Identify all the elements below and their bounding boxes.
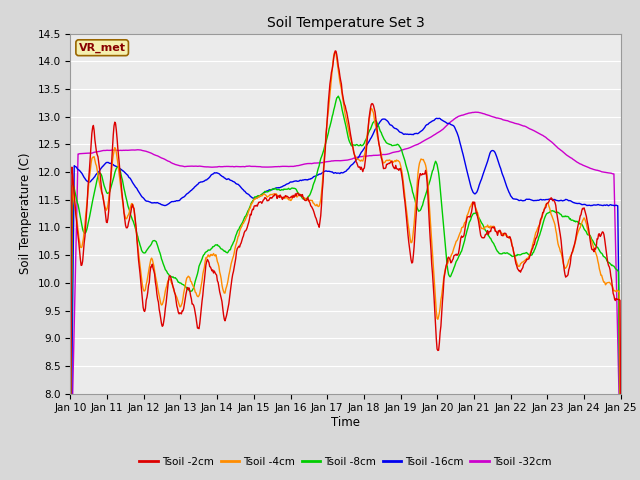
Tsoil -2cm xyxy=(189,301,196,307)
Tsoil -2cm xyxy=(133,237,141,243)
Text: VR_met: VR_met xyxy=(79,43,125,53)
Tsoil -32cm xyxy=(189,163,196,169)
Tsoil -32cm xyxy=(617,469,625,475)
Tsoil -8cm xyxy=(429,167,437,172)
Tsoil -2cm xyxy=(77,256,84,262)
Tsoil -16cm xyxy=(189,186,196,192)
Line: Tsoil -32cm: Tsoil -32cm xyxy=(70,112,621,480)
Tsoil -8cm xyxy=(77,214,84,220)
Tsoil -4cm xyxy=(189,283,196,288)
Tsoil -16cm xyxy=(133,186,141,192)
Tsoil -4cm xyxy=(133,236,141,241)
Tsoil -16cm xyxy=(218,173,226,179)
Tsoil -16cm xyxy=(617,456,625,461)
Tsoil -4cm xyxy=(218,282,226,288)
Tsoil -8cm xyxy=(67,456,74,462)
Tsoil -8cm xyxy=(218,246,226,252)
Legend: Tsoil -2cm, Tsoil -4cm, Tsoil -8cm, Tsoil -16cm, Tsoil -32cm: Tsoil -2cm, Tsoil -4cm, Tsoil -8cm, Tsoi… xyxy=(135,453,556,471)
Tsoil -4cm xyxy=(67,439,74,445)
Tsoil -2cm xyxy=(332,48,339,54)
Tsoil -8cm xyxy=(413,205,421,211)
Line: Tsoil -16cm: Tsoil -16cm xyxy=(70,118,621,480)
Line: Tsoil -2cm: Tsoil -2cm xyxy=(70,51,621,480)
Tsoil -4cm xyxy=(77,244,84,250)
Tsoil -2cm xyxy=(429,282,437,288)
Tsoil -2cm xyxy=(617,431,625,437)
X-axis label: Time: Time xyxy=(331,416,360,429)
Tsoil -16cm xyxy=(413,131,420,136)
Tsoil -8cm xyxy=(133,231,141,237)
Tsoil -2cm xyxy=(218,299,226,304)
Tsoil -16cm xyxy=(77,168,84,174)
Tsoil -4cm xyxy=(429,262,437,267)
Tsoil -32cm xyxy=(133,147,141,153)
Tsoil -16cm xyxy=(429,118,436,124)
Y-axis label: Soil Temperature (C): Soil Temperature (C) xyxy=(19,153,32,275)
Tsoil -2cm xyxy=(413,197,421,203)
Title: Soil Temperature Set 3: Soil Temperature Set 3 xyxy=(267,16,424,30)
Tsoil -32cm xyxy=(429,133,436,139)
Line: Tsoil -8cm: Tsoil -8cm xyxy=(70,96,621,480)
Tsoil -32cm xyxy=(218,164,226,169)
Tsoil -32cm xyxy=(472,109,479,115)
Line: Tsoil -4cm: Tsoil -4cm xyxy=(70,52,621,480)
Tsoil -8cm xyxy=(189,286,196,292)
Tsoil -4cm xyxy=(332,49,339,55)
Tsoil -4cm xyxy=(413,180,421,186)
Tsoil -32cm xyxy=(413,142,420,147)
Tsoil -8cm xyxy=(335,93,342,99)
Tsoil -32cm xyxy=(77,151,84,156)
Tsoil -16cm xyxy=(436,115,444,121)
